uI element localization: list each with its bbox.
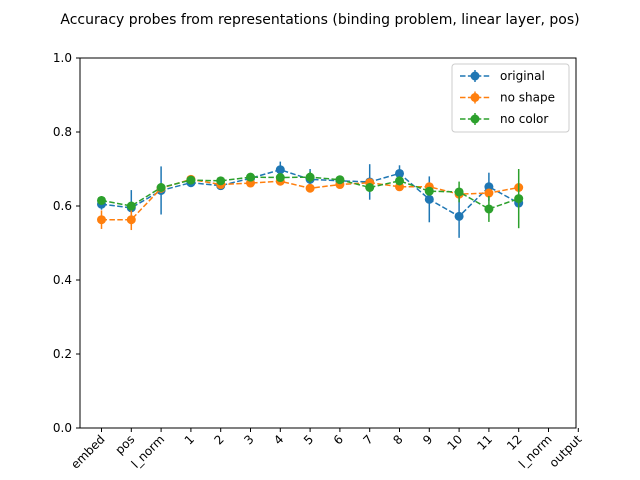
data-point [454,187,464,197]
data-point [275,173,285,183]
y-tick-label: 0.2 [53,347,72,361]
data-point [335,175,345,185]
data-point [305,172,315,182]
data-point [126,201,136,211]
data-point [186,175,196,185]
data-point [424,186,434,196]
chart-title: Accuracy probes from representations (bi… [60,12,579,28]
y-tick-label: 0.6 [53,199,72,213]
data-point [305,183,315,193]
data-point [514,194,524,204]
series-no-color [97,169,524,229]
plot-frame [79,57,577,429]
data-point [395,176,404,186]
legend-label: no shape [500,91,555,105]
y-tick-label: 1.0 [53,51,72,65]
legend-marker [470,71,480,81]
data-point [365,183,375,192]
data-point [126,215,136,225]
data-point [454,211,464,221]
legend-label: no color [500,112,548,126]
data-point [484,204,494,214]
y-tick-label: 0.0 [53,421,72,435]
legend: original no shape no color [451,63,570,133]
legend-marker [470,114,480,124]
data-point [246,172,255,182]
data-point [275,165,285,175]
y-tick-label: 0.4 [53,273,72,287]
data-point [395,168,404,178]
data-point [156,183,166,192]
y-tick-label: 0.8 [53,125,72,139]
data-point [97,215,106,225]
data-point [424,194,434,204]
data-point [484,182,494,192]
legend-marker [470,93,480,102]
legend-box [451,63,570,133]
data-point [97,195,106,205]
legend-label: original [500,69,545,83]
data-point [484,188,494,198]
data-point [216,176,226,186]
